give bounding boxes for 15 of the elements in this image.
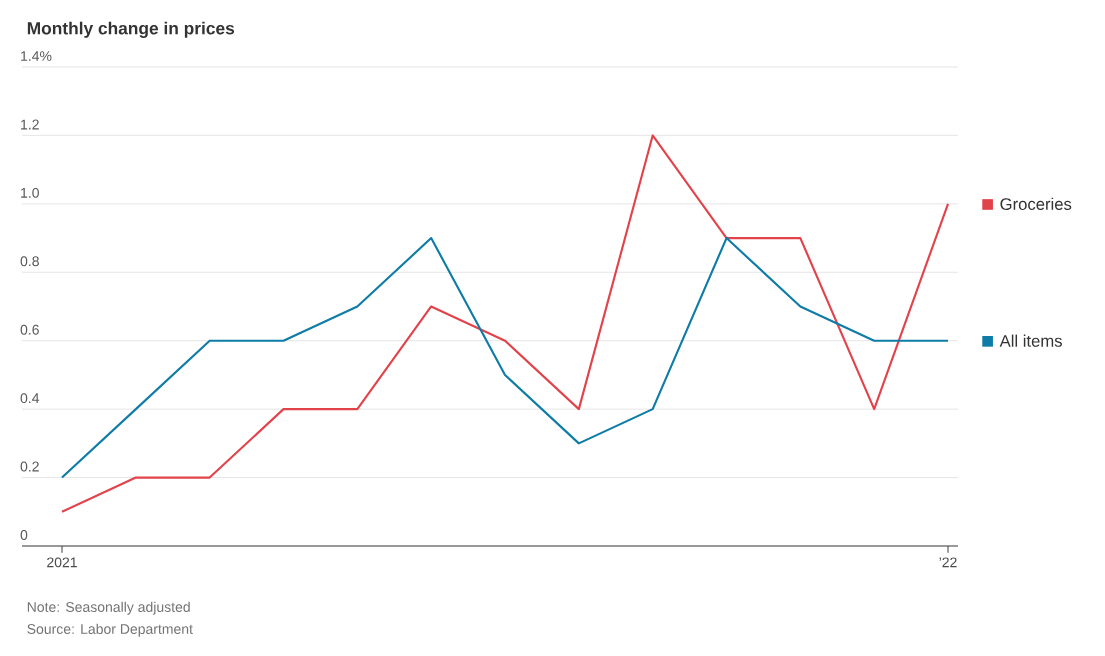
y-tick-label: 1.2 (21, 119, 39, 130)
y-tick-label: 0.2 (20, 461, 39, 472)
y-tick-label: 1.0 (21, 187, 39, 198)
y-tick-label: 0.6 (20, 324, 39, 335)
text: Note: Seasonally adjusted (27, 601, 190, 615)
chart-title: Monthly change in prices (27, 21, 235, 38)
legend-label: Groceries (1000, 197, 1072, 210)
y-tick-label: 1.4% (21, 51, 52, 61)
x-tick-label: ’22 (939, 557, 957, 568)
x-tick-label: 2021 (47, 557, 77, 568)
y-tick-label: 0 (20, 530, 28, 540)
source-note: Source: Labor Department (27, 623, 193, 637)
y-tick-label: 0.4 (20, 393, 40, 404)
legend-label: All items (999, 334, 1062, 347)
y-tick-label: 0.8 (20, 256, 39, 267)
